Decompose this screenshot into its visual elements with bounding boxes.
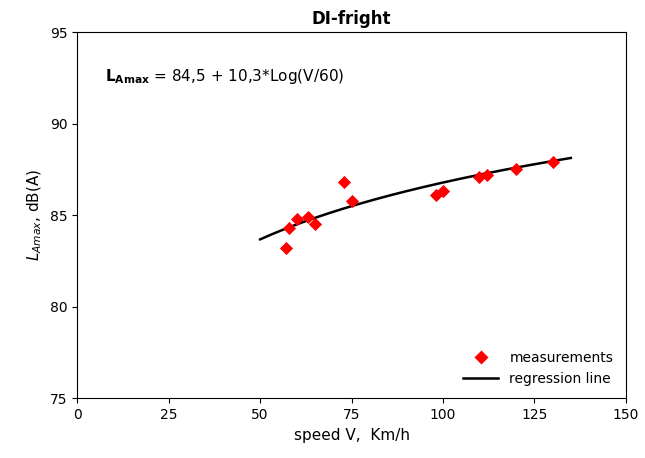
Point (284, 224, 295, 232)
Point (511, 166, 521, 173)
Title: DI-fright: DI-fright (312, 10, 392, 28)
Point (339, 179, 350, 186)
Legend: measurements, regression line: measurements, regression line (458, 345, 619, 392)
Point (438, 188, 448, 195)
Text: $\mathbf{L_{Amax}}$ = 84,5 + 10,3*Log(V/60): $\mathbf{L_{Amax}}$ = 84,5 + 10,3*Log(V/… (104, 66, 344, 86)
Point (346, 197, 357, 204)
Point (292, 215, 302, 223)
Point (548, 158, 558, 166)
Point (474, 173, 484, 180)
Point (303, 213, 313, 221)
Point (310, 221, 320, 228)
Point (430, 191, 441, 199)
Point (482, 171, 492, 179)
Y-axis label: $L_{Amax}$, dB(A): $L_{Amax}$, dB(A) (26, 169, 45, 262)
X-axis label: speed V,  Km/h: speed V, Km/h (293, 428, 410, 443)
Point (281, 245, 291, 252)
